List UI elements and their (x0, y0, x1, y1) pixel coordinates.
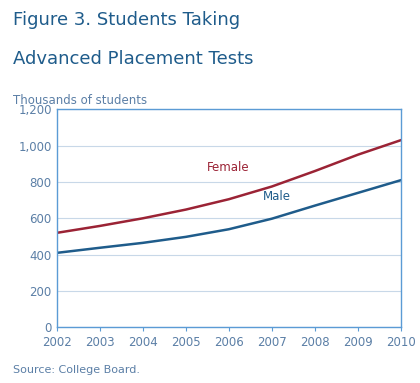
Text: Source: College Board.: Source: College Board. (13, 365, 139, 375)
Text: Male: Male (263, 190, 291, 203)
Text: Figure 3. Students Taking: Figure 3. Students Taking (13, 11, 240, 29)
Text: Advanced Placement Tests: Advanced Placement Tests (13, 50, 253, 68)
Text: Female: Female (207, 161, 250, 174)
Text: Thousands of students: Thousands of students (13, 94, 147, 107)
